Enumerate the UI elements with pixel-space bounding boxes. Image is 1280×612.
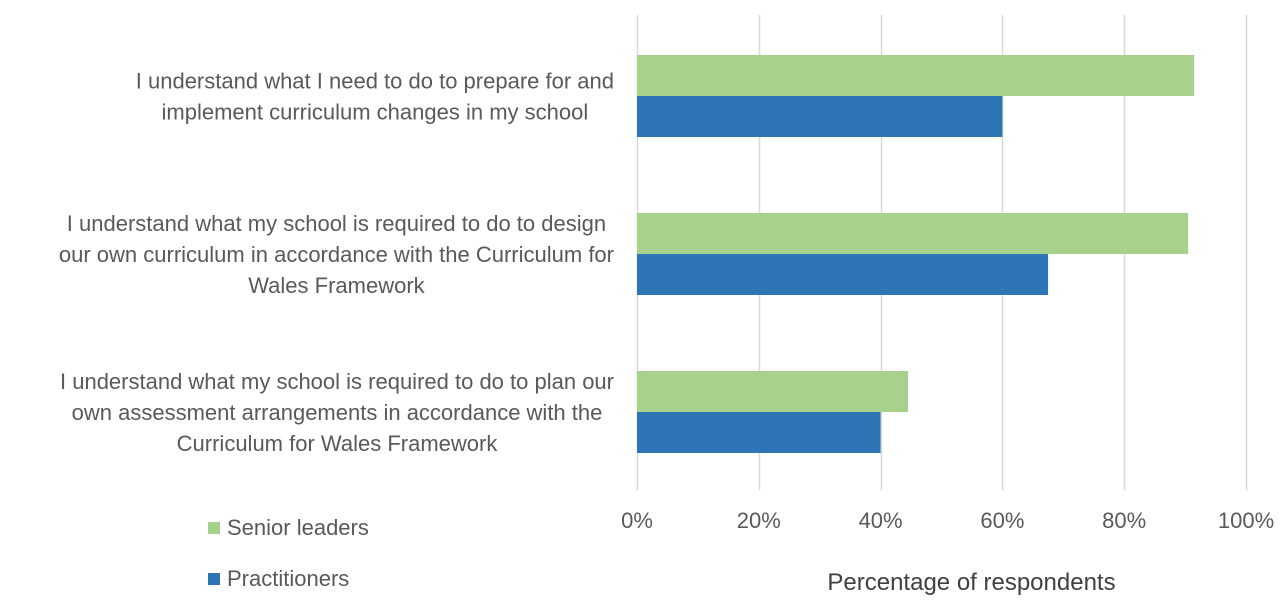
legend-swatch-senior-leaders bbox=[208, 522, 220, 534]
category-label-line: own assessment arrangements in accordanc… bbox=[72, 400, 603, 425]
bar-practitioners-3 bbox=[637, 412, 881, 453]
chart: I understand what I need to do to prepar… bbox=[59, 15, 1274, 596]
bar-practitioners-2 bbox=[637, 254, 1049, 295]
category-label-line: our own curriculum in accordance with th… bbox=[59, 242, 614, 267]
legend: Senior leaders Practitioners bbox=[208, 510, 369, 612]
bar-senior-leaders-3 bbox=[637, 371, 909, 412]
bar-senior-leaders-1 bbox=[637, 55, 1195, 96]
x-tick-label-20: 20% bbox=[737, 508, 781, 533]
category-label-line: Wales Framework bbox=[248, 273, 425, 298]
category-label-line: Curriculum for Wales Framework bbox=[177, 431, 499, 456]
chart-svg: I understand what I need to do to prepar… bbox=[59, 15, 1274, 596]
category-label-1: I understand what I need to do to prepar… bbox=[136, 69, 614, 125]
legend-label-practitioners: Practitioners bbox=[227, 566, 350, 591]
category-label-line: I understand what my school is required … bbox=[60, 369, 614, 394]
category-label-3: I understand what my school is required … bbox=[60, 369, 614, 456]
x-tick-label-60: 60% bbox=[980, 508, 1024, 533]
x-tick-label-80: 80% bbox=[1102, 508, 1146, 533]
x-tick-labels: 0% 20% 40% 60% 80% 100% bbox=[621, 508, 1274, 533]
category-label-line: I understand what my school is required … bbox=[67, 211, 606, 236]
x-tick-label-40: 40% bbox=[859, 508, 903, 533]
legend-label-senior-leaders: Senior leaders bbox=[227, 515, 369, 540]
category-label-line: I understand what I need to do to prepar… bbox=[136, 69, 614, 94]
legend-item-practitioners: Practitioners bbox=[208, 561, 369, 597]
bar-practitioners-1 bbox=[637, 96, 1003, 137]
x-tick-label-0: 0% bbox=[621, 508, 653, 533]
x-axis-title: Percentage of respondents bbox=[827, 569, 1115, 596]
x-tick-label-100: 100% bbox=[1218, 508, 1274, 533]
category-labels: I understand what I need to do to prepar… bbox=[59, 69, 614, 457]
category-label-2: I understand what my school is required … bbox=[59, 211, 614, 298]
bar-senior-leaders-2 bbox=[637, 213, 1189, 254]
bars bbox=[637, 55, 1195, 453]
category-label-line: implement curriculum changes in my schoo… bbox=[162, 100, 589, 125]
legend-swatch-practitioners bbox=[208, 573, 220, 585]
legend-item-senior-leaders: Senior leaders bbox=[208, 510, 369, 546]
